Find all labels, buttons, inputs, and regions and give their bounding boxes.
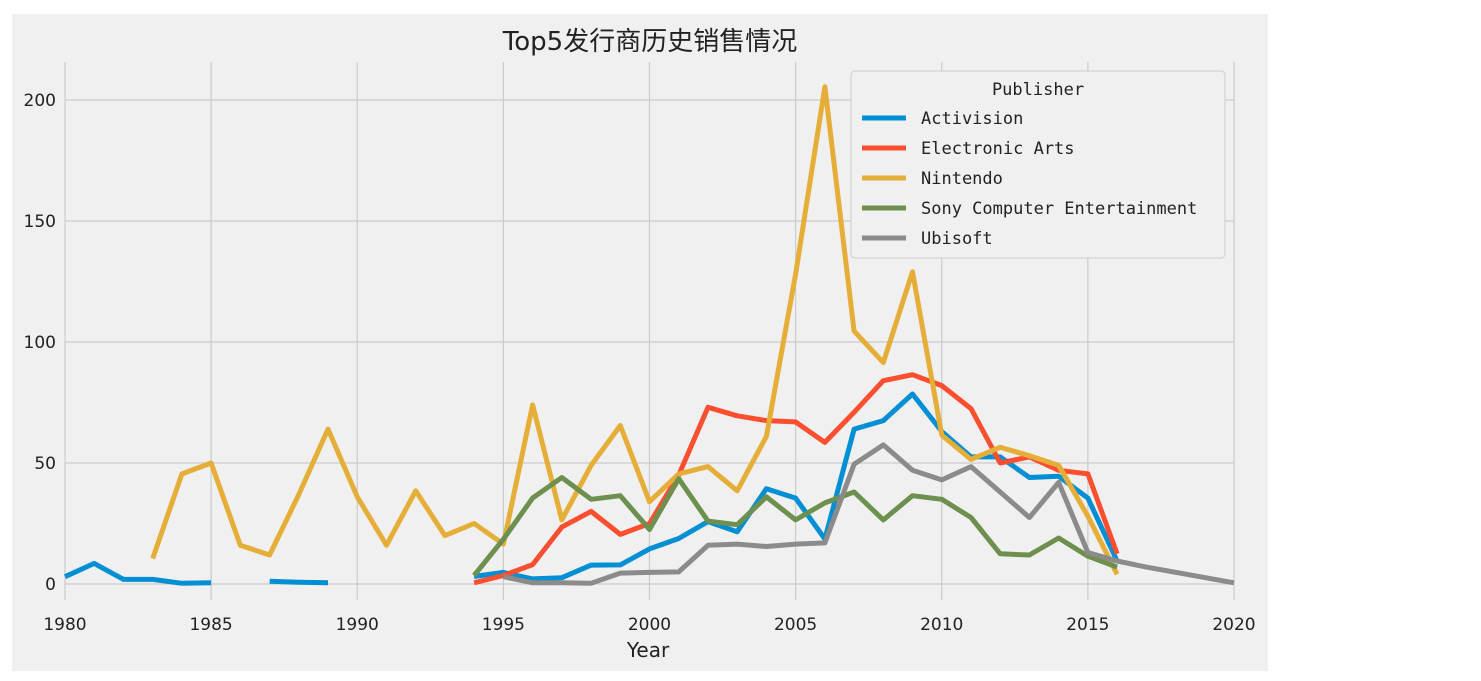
x-tick-label: 2005 — [774, 615, 817, 635]
series-layer — [63, 84, 1235, 586]
series-line — [472, 475, 1118, 578]
x-tick-label: 2020 — [1212, 615, 1255, 635]
y-tick-label: 150 — [24, 212, 56, 232]
chart-title: Top5发行商历史销售情况 — [502, 27, 797, 57]
x-tick-label: 1980 — [43, 615, 86, 635]
x-axis-label: Year — [626, 638, 670, 662]
legend-title: Publisher — [992, 80, 1084, 100]
series-line — [502, 442, 1235, 586]
legend-label: Nintendo — [921, 169, 1003, 189]
series-line — [473, 391, 1120, 582]
x-tick-label: 1995 — [482, 615, 525, 635]
series-nintendo — [150, 84, 1120, 576]
series-line — [473, 372, 1120, 586]
series-line — [150, 84, 1120, 576]
x-axis-ticks: 1980 1985 1990 1995 2000 2005 2010 2015 2020 — [43, 615, 1255, 635]
x-tick-label: 2010 — [920, 615, 963, 635]
legend-entries: Activision Electronic Arts Nintendo Sony Co… — [862, 109, 1197, 249]
y-tick-label: 100 — [24, 333, 56, 353]
y-axis-ticks: 0 50 100 150 200 — [24, 91, 56, 595]
series-ubisoft — [502, 442, 1235, 586]
x-tick-label: 1985 — [189, 615, 232, 635]
legend-label: Sony Computer Entertainment — [921, 199, 1197, 219]
x-tick-label: 2000 — [628, 615, 671, 635]
legend-box — [850, 70, 1226, 259]
x-tick-label: 2015 — [1066, 615, 1109, 635]
series-electronic-arts — [473, 372, 1120, 586]
x-tick-label: 1990 — [336, 615, 379, 635]
y-tick-label: 50 — [34, 454, 56, 474]
series-sony-computer-entertainment — [472, 475, 1118, 578]
series-line — [63, 560, 212, 586]
series-line — [269, 578, 329, 586]
grid — [64, 62, 1235, 600]
y-tick-label: 200 — [24, 91, 56, 111]
legend-label: Activision — [921, 109, 1023, 129]
y-tick-label: 0 — [45, 575, 56, 595]
legend-label: Ubisoft — [921, 229, 993, 249]
legend-label: Electronic Arts — [921, 139, 1075, 159]
series-activision — [63, 391, 1120, 586]
legend: Publisher Activision Electronic Arts Ninte… — [850, 70, 1226, 259]
